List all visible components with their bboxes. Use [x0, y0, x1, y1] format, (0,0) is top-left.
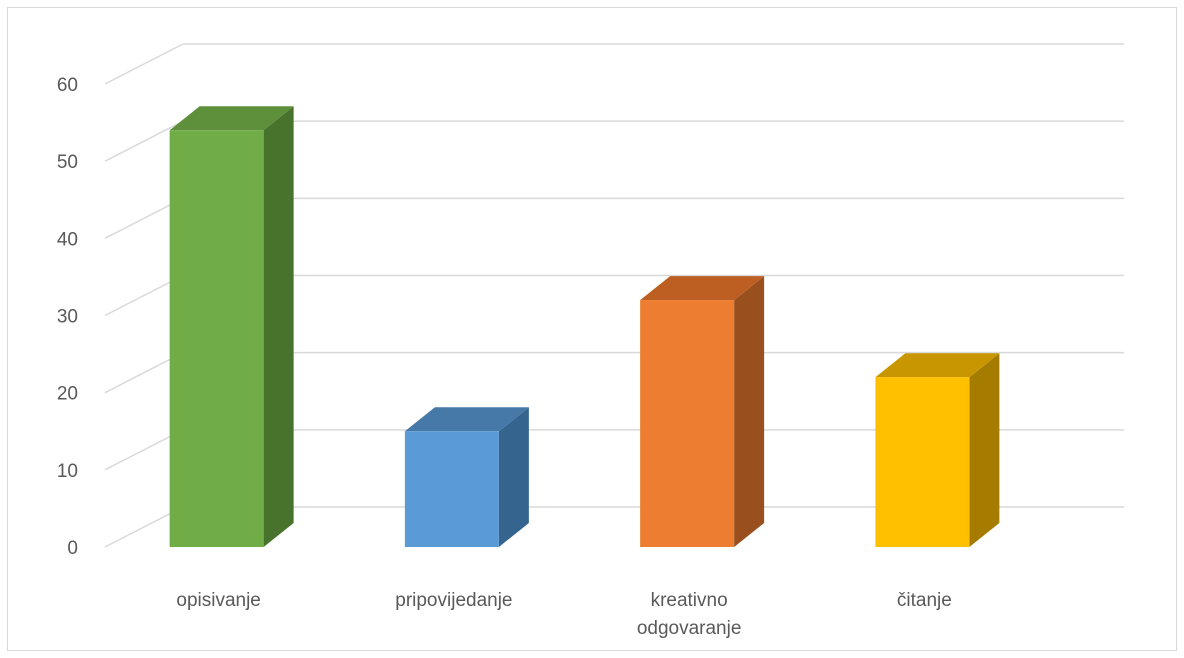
y-tick-label: 60 — [57, 75, 78, 96]
bar-front — [875, 377, 970, 547]
y-tick-label: 10 — [57, 461, 78, 482]
x-axis-category-labels: opisivanje pripovijedanje kreativno odgovar… — [176, 590, 951, 639]
bar-front — [640, 300, 735, 547]
bar-side — [969, 353, 1000, 547]
bar — [404, 407, 529, 547]
bar-side — [263, 106, 294, 548]
bar — [169, 106, 294, 548]
bar-top — [169, 106, 294, 131]
x-category-label: pripovijedanje — [395, 590, 512, 611]
x-category-label: kreativno odgovaranje — [637, 590, 742, 639]
bar — [640, 276, 765, 547]
bar-side — [498, 407, 529, 547]
bars — [169, 106, 1000, 548]
y-tick-label: 20 — [57, 384, 78, 405]
y-axis-tick-labels: 0 10 20 30 40 50 60 — [57, 75, 78, 559]
bar-front — [404, 431, 499, 547]
gridline-depth — [104, 120, 184, 162]
bar-top — [640, 276, 765, 301]
bar-top — [404, 407, 529, 432]
y-tick-label: 50 — [57, 152, 78, 173]
bar-side — [734, 276, 765, 547]
bar-top — [875, 353, 1000, 378]
y-tick-label: 40 — [57, 229, 78, 250]
x-category-label: opisivanje — [176, 590, 261, 611]
bar — [875, 353, 1000, 547]
bar-front — [169, 130, 264, 548]
x-category-label: čitanje — [897, 590, 952, 611]
y-tick-label: 0 — [67, 538, 78, 559]
gridline-depth — [104, 43, 184, 85]
y-tick-label: 30 — [57, 307, 78, 328]
